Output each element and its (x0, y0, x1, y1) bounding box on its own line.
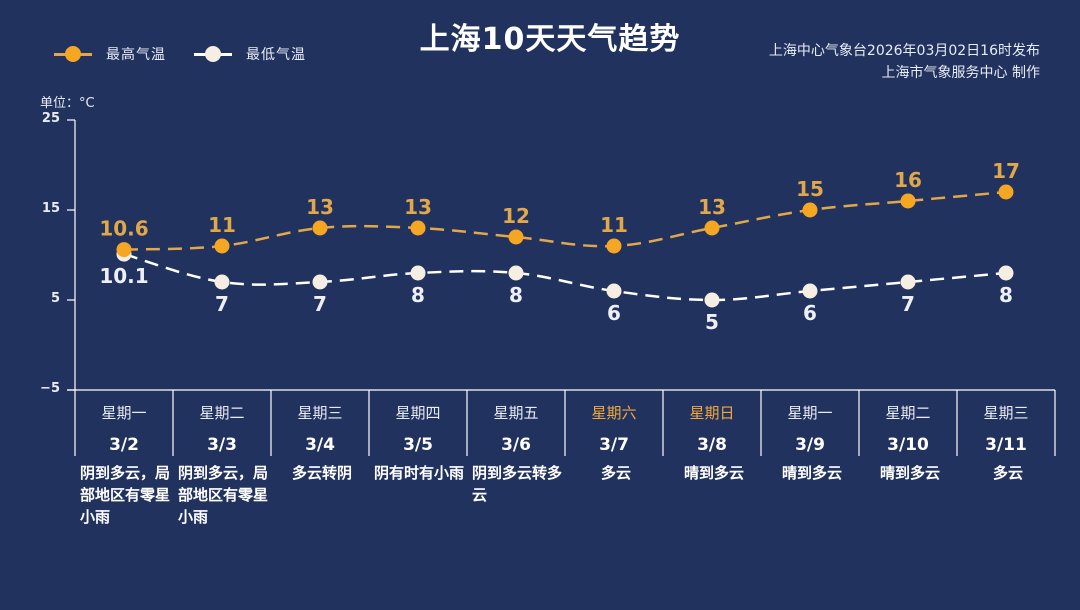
weather-condition: 晴到多云 (879, 464, 940, 482)
low-temp-value-label: 8 (411, 283, 425, 307)
high-temp-line-marker-icon (52, 46, 94, 62)
low-temp-point (998, 265, 1014, 281)
weather-condition: 多云 (600, 464, 631, 482)
high-temp-value-label: 13 (404, 195, 432, 219)
high-temp-point (998, 184, 1014, 200)
low-temp-value-label: 10.1 (99, 264, 148, 288)
high-temp-value-label: 12 (502, 204, 530, 228)
day-column: 星期六 3/7 (565, 396, 663, 456)
low-temp-point (606, 283, 622, 299)
legend-item-high: 最高气温 (52, 44, 166, 64)
low-temp-point (508, 265, 524, 281)
legend-item-low: 最低气温 (192, 44, 306, 64)
date-label: 3/10 (887, 435, 929, 455)
y-tick-15: 15 (41, 201, 60, 216)
low-temp-value-label: 8 (509, 283, 523, 307)
unit-label: 单位：°C (40, 96, 95, 111)
legend-label-high: 最高气温 (106, 47, 166, 63)
low-temp-point (312, 274, 328, 290)
day-column: 星期一 3/9 (761, 396, 859, 456)
weekday-label: 星期二 (885, 404, 931, 422)
weekday-label: 星期二 (199, 404, 245, 422)
date-label: 3/4 (305, 435, 335, 455)
date-label: 3/11 (985, 435, 1027, 455)
high-temp-value-label: 15 (796, 177, 824, 201)
y-tick-25: 25 (41, 111, 60, 126)
date-label: 3/9 (795, 435, 825, 455)
high-temp-point (214, 238, 230, 254)
issuer-info: 上海中心气象台2026年03月02日16时发布 上海市气象服务中心 制作 (769, 40, 1040, 84)
day-column: 星期四 3/5 (369, 396, 467, 456)
legend-label-low: 最低气温 (246, 47, 306, 63)
low-temp-line-marker-icon (192, 46, 234, 62)
weather-condition: 多云 (992, 464, 1023, 482)
day-column: 星期日 3/8 (663, 396, 761, 456)
low-temp-point (214, 274, 230, 290)
weekday-label: 星期一 (787, 404, 833, 422)
date-label: 3/3 (207, 435, 237, 455)
low-temp-point (704, 292, 720, 308)
high-temp-point (900, 193, 916, 209)
weekday-label: 星期五 (493, 404, 539, 422)
weather-condition: 阴有时有小雨 (374, 464, 465, 482)
high-temp-value-label: 11 (600, 213, 628, 237)
low-temp-line (123, 252, 1007, 302)
date-label: 3/6 (501, 435, 531, 455)
day-column: 星期三 3/4 (271, 396, 369, 456)
chart-legend: 最高气温 最低气温 (52, 44, 332, 64)
y-tick-neg5: −5 (40, 381, 60, 396)
weather-condition: 晴到多云 (683, 464, 744, 482)
low-temp-point (900, 274, 916, 290)
high-temp-point (802, 202, 818, 218)
high-temp-value-label: 10.6 (99, 217, 148, 241)
weekday-label: 星期三 (983, 404, 1029, 422)
weekday-label: 星期日 (689, 404, 735, 422)
high-temp-point (704, 220, 720, 236)
date-label: 3/2 (109, 435, 139, 455)
low-temp-value-label: 6 (803, 301, 817, 325)
high-temp-point (606, 238, 622, 254)
weather-condition: 阴到多云转多云 (472, 464, 563, 504)
weekday-label: 星期六 (591, 404, 637, 422)
weekday-label: 星期四 (395, 404, 441, 422)
high-temp-value-label: 17 (992, 159, 1020, 183)
high-temp-point (312, 220, 328, 236)
low-temp-value-label: 6 (607, 301, 621, 325)
high-temp-value-label: 13 (306, 195, 334, 219)
high-temp-value-label: 11 (208, 213, 236, 237)
high-temp-point (116, 242, 132, 258)
weekday-label: 星期三 (297, 404, 343, 422)
date-label: 3/8 (697, 435, 727, 455)
low-temp-point (802, 283, 818, 299)
weather-condition: 阴到多云，局部地区有零星小雨 (80, 464, 171, 526)
date-label: 3/5 (403, 435, 433, 455)
issuer-line-2: 上海市气象服务中心 制作 (881, 65, 1040, 81)
low-temp-value-label: 7 (901, 292, 915, 316)
high-temp-value-label: 16 (894, 168, 922, 192)
high-temp-point (508, 229, 524, 245)
high-temp-point (410, 220, 426, 236)
high-temp-line (123, 190, 1007, 251)
day-column: 星期二 3/10 (859, 396, 957, 456)
day-column: 星期一 3/2 (75, 396, 173, 456)
low-temp-value-label: 7 (313, 292, 327, 316)
weather-condition: 多云转阴 (291, 464, 352, 482)
day-column: 星期五 3/6 (467, 396, 565, 456)
weekday-label: 星期一 (101, 404, 147, 422)
date-label: 3/7 (599, 435, 629, 455)
low-temp-value-label: 8 (999, 283, 1013, 307)
weather-condition: 晴到多云 (781, 464, 842, 482)
issuer-line-1: 上海中心气象台2026年03月02日16时发布 (768, 43, 1040, 59)
day-column: 星期三 3/11 (957, 396, 1055, 456)
weather-condition: 阴到多云，局部地区有零星小雨 (178, 464, 269, 526)
low-temp-point (410, 265, 426, 281)
low-temp-value-label: 5 (705, 310, 719, 334)
chart-title: 上海10天天气趋势 (419, 22, 681, 57)
day-column: 星期二 3/3 (173, 396, 271, 456)
y-tick-5: 5 (50, 291, 60, 306)
high-temp-value-label: 13 (698, 195, 726, 219)
low-temp-value-label: 7 (215, 292, 229, 316)
